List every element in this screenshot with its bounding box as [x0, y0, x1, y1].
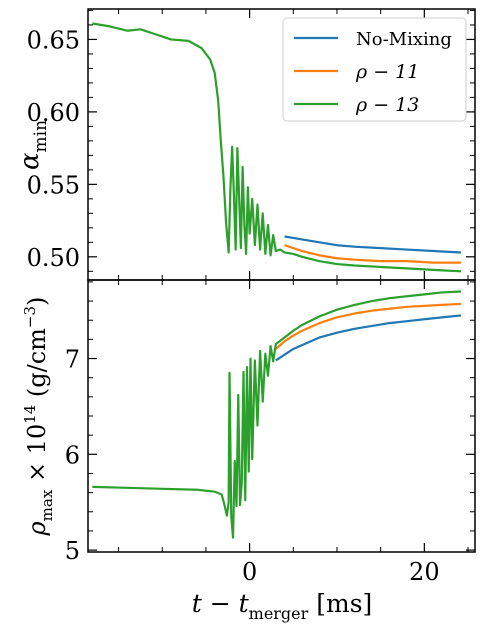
top-series-no-mixing: [284, 235, 462, 254]
legend-entry-rho-11: ρ − 11: [294, 61, 419, 83]
plots-layer: [92, 22, 462, 539]
bottom-series-no-mixing: [275, 314, 462, 362]
bottom-ytick-label: 6: [65, 441, 80, 469]
top-ytick-label: 0.65: [27, 26, 80, 54]
top-series-rho-13: [92, 22, 462, 273]
xtick-label: 0: [242, 558, 257, 586]
top-ylabel: αmin: [15, 120, 51, 170]
x-axis-label: t − tmerger [ms]: [192, 589, 373, 623]
top-plot-area: [92, 22, 462, 273]
svg-text:ρmax × 1014 (g/cm−3): ρmax × 1014 (g/cm−3): [21, 297, 56, 537]
bottom-series-rho-11: [275, 302, 462, 350]
legend-label-rho-13: ρ − 13: [355, 94, 419, 116]
bottom-series-rho-13: [92, 290, 462, 539]
legend-entry-no-mixing: No-Mixing: [294, 29, 452, 50]
top-ytick-label: 0.55: [27, 171, 80, 199]
legend-label-no-mixing: No-Mixing: [356, 29, 452, 50]
top-ytick-label: 0.50: [27, 244, 80, 272]
top-series-rho-11: [284, 244, 462, 264]
bottom-plot-area: [92, 290, 462, 539]
bottom-ytick-label: 5: [65, 537, 80, 565]
axes-layer: 0.50 0.55 0.60 0.65 5 6 7 0 20: [27, 8, 476, 586]
legend: No-Mixing ρ − 11 ρ − 13: [282, 17, 467, 122]
top-ytick-label: 0.60: [27, 99, 80, 127]
bottom-ytick-label: 7: [65, 346, 80, 374]
legend-frame: [282, 17, 467, 122]
legend-label-rho-11: ρ − 11: [355, 61, 419, 83]
svg-text:αmin: αmin: [15, 120, 51, 170]
bottom-ylabel: ρmax × 1014 (g/cm−3): [21, 297, 56, 537]
xtick-label: 20: [409, 558, 440, 586]
legend-entry-rho-13: ρ − 13: [294, 94, 419, 116]
